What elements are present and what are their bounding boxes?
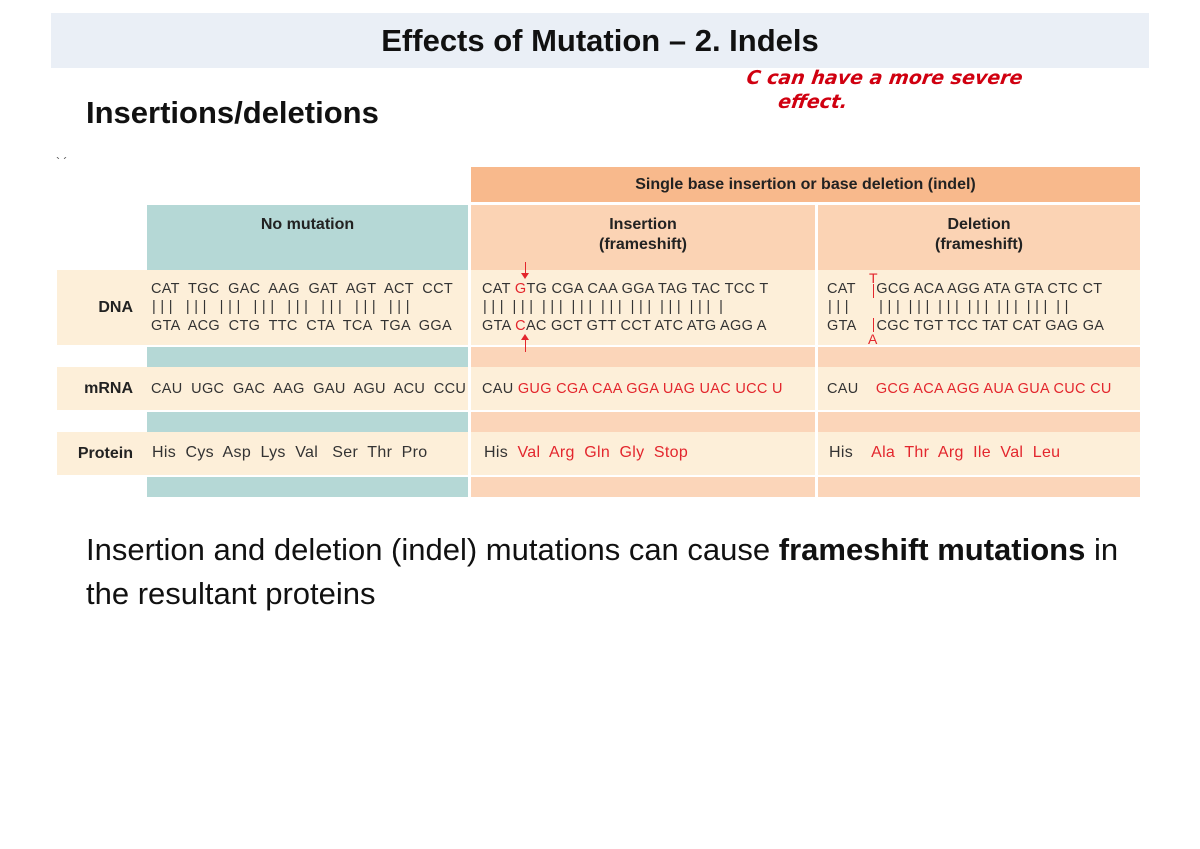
protein-sequence: His Cys Asp Lys Val Ser Thr Pro [152, 444, 428, 461]
seq-part: GTA [827, 318, 865, 334]
spacer [471, 347, 1140, 367]
row-label-protein: Protein [77, 445, 133, 462]
column-subtitle: (frameshift) [598, 236, 687, 253]
protein-row [57, 432, 1140, 475]
dna-top-strand: CAT GTG CGA CAA GGA TAG TAC TCC T [482, 281, 769, 297]
dna-bottom-strand: GTA CAC GCT GTT CCT ATC ATG AGG A [482, 318, 767, 334]
unchanged-codons: CAU [827, 381, 876, 397]
mrna-sequence: CAU GUG CGA CAA GGA UAG UAC UCC U [482, 381, 783, 397]
dna-top-strand: CAT TGC GAC AAG GAT AGT ACT CCT [151, 281, 454, 297]
spacer [471, 477, 1140, 497]
spacer [147, 477, 468, 497]
deletion-arrow-down-icon [873, 318, 874, 332]
body-text: Insertion and deletion (indel) mutations… [86, 528, 1136, 616]
changed-aminoacids: Val Arg Gln Gly Stop [517, 444, 689, 461]
inserted-base: C [515, 318, 526, 334]
seq-part: AC GCT GTT CCT ATC ATG AGG A [525, 318, 767, 334]
slide-subtitle: Insertions/deletions [86, 95, 379, 130]
row-label-mrna: mRNA [84, 380, 133, 397]
note-line-2: effect. [776, 91, 850, 113]
seq-part: GCG ACA AGG ATA GTA CTC CT [876, 281, 1103, 297]
column-header-no-mutation: No mutation [147, 205, 468, 270]
spacer [147, 347, 468, 367]
column-title: No mutation [260, 216, 355, 233]
deleted-base-bottom: A [868, 331, 878, 347]
seq-part: GTA [482, 318, 516, 334]
title-bar: Effects of Mutation – 2. Indels [51, 13, 1149, 68]
handwritten-annotation: C can have a more severe effect. [742, 66, 1129, 114]
row-label-dna: DNA [98, 299, 133, 316]
group-header: Single base insertion or base deletion (… [471, 167, 1140, 202]
column-divider [468, 205, 471, 497]
column-title: Insertion [609, 216, 677, 233]
column-header-deletion: Deletion (frameshift) [818, 205, 1140, 270]
arrowhead-icon [521, 334, 529, 340]
body-text-bold: frameshift mutations [778, 532, 1086, 567]
mrna-sequence: CAU UGC GAC AAG GAU AGU ACU CCU [151, 381, 467, 397]
dna-base-pairs: | | | | | | | | | | | | | | | | | | | | … [152, 299, 410, 315]
mrna-row [57, 367, 1140, 410]
deletion-arrow-up-icon [873, 284, 874, 298]
protein-sequence: His Val Arg Gln Gly Stop [484, 444, 688, 462]
shifted-codons: GUG CGA CAA GGA UAG UAC UCC U [517, 381, 783, 397]
shifted-codons: GCG ACA AGG AUA GUA CUC CU [875, 381, 1112, 397]
dna-row [57, 270, 1140, 345]
column-title: Deletion [947, 216, 1011, 233]
seq-part: CAT [482, 281, 515, 297]
deleted-base-top: T [869, 270, 878, 286]
dna-bottom-strand: GTA CGC TGT TCC TAT CAT GAG GA [827, 318, 1104, 334]
body-text-part: Insertion and deletion (indel) mutations… [86, 532, 779, 567]
seq-part: TG CGA CAA GGA TAG TAC TCC T [526, 281, 769, 297]
slide-title: Effects of Mutation – 2. Indels [381, 23, 819, 58]
stray-marks: ` ´ [56, 155, 68, 169]
column-divider [815, 205, 818, 497]
seq-part: CAT [827, 281, 865, 297]
unchanged-aminoacids: His [829, 444, 872, 461]
protein-sequence: His Ala Thr Arg Ile Val Leu [829, 444, 1060, 462]
dna-base-pairs: | | | | | | | | | | | | | | | | | | | | … [828, 299, 1069, 315]
changed-aminoacids: Ala Thr Arg Ile Val Leu [871, 444, 1061, 461]
body-text-part: in the resultant proteins [86, 532, 1119, 611]
unchanged-aminoacids: His [484, 444, 518, 461]
note-line-1: C can have a more severe [745, 67, 1025, 89]
column-header-insertion: Insertion (frameshift) [471, 205, 815, 270]
column-subtitle: (frameshift) [934, 236, 1023, 253]
arrowhead-icon [521, 273, 529, 279]
unchanged-codons: CAU [482, 381, 518, 397]
insertion-arrow-down-icon [525, 262, 526, 276]
dna-top-strand: CAT GCG ACA AGG ATA GTA CTC CT [827, 281, 1102, 297]
spacer [471, 412, 1140, 432]
dna-bottom-strand: GTA ACG CTG TTC CTA TCA TGA GGA [151, 318, 452, 334]
inserted-base: G [514, 281, 527, 297]
spacer [147, 412, 468, 432]
seq-part: CGC TGT TCC TAT CAT GAG GA [876, 318, 1105, 334]
insertion-arrow-up-icon [525, 338, 526, 352]
dna-base-pairs: | | | | | | | | | | | | | | | | | | | | … [483, 299, 724, 315]
mrna-sequence: CAU GCG ACA AGG AUA GUA CUC CU [827, 381, 1112, 397]
